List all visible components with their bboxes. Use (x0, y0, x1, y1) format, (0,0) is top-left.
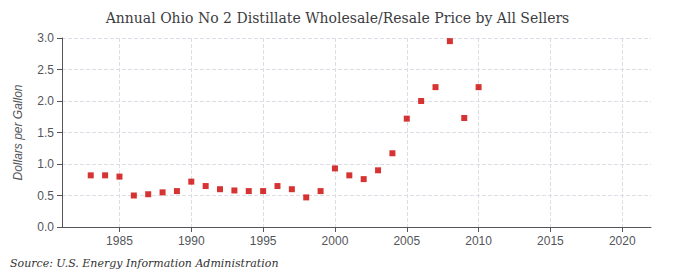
svg-text:1.0: 1.0 (37, 157, 54, 171)
svg-text:Dollars per Gallon: Dollars per Gallon (11, 84, 25, 180)
svg-text:Source: U.S. Energy Informatio: Source: U.S. Energy Information Administ… (10, 257, 278, 270)
svg-text:1990: 1990 (178, 234, 205, 248)
svg-text:Annual Ohio No 2 Distillate Wh: Annual Ohio No 2 Distillate Wholesale/Re… (105, 10, 570, 26)
svg-text:2020: 2020 (609, 234, 636, 248)
svg-text:1985: 1985 (106, 234, 133, 248)
svg-text:2005: 2005 (393, 234, 420, 248)
svg-text:3.0: 3.0 (37, 31, 54, 45)
svg-text:2000: 2000 (322, 234, 349, 248)
svg-text:2010: 2010 (465, 234, 492, 248)
svg-text:1.5: 1.5 (37, 126, 54, 140)
svg-text:1995: 1995 (250, 234, 277, 248)
svg-text:2.0: 2.0 (37, 94, 54, 108)
svg-text:2.5: 2.5 (37, 63, 54, 77)
svg-text:2015: 2015 (537, 234, 564, 248)
svg-text:0.5: 0.5 (37, 189, 54, 203)
svg-text:0.0: 0.0 (37, 220, 54, 234)
